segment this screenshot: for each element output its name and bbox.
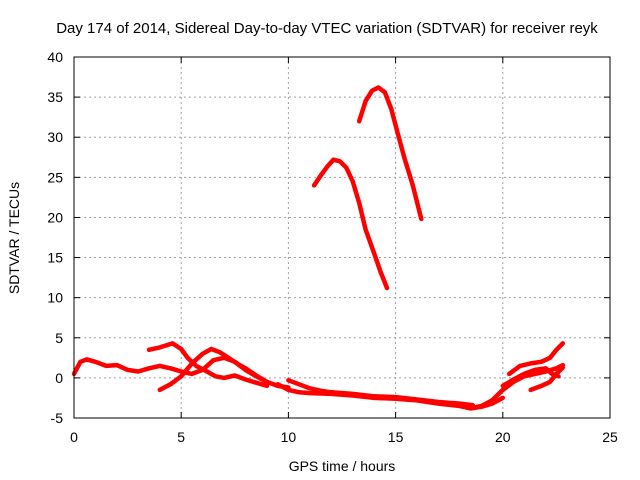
axis-ticks [73, 56, 611, 419]
series-line-arc-2 [146, 341, 270, 389]
series-line-arc-9 [528, 365, 566, 393]
data-series [71, 85, 566, 411]
y-tick-label: 20 [47, 209, 63, 225]
y-tick-label: 30 [47, 129, 63, 145]
y-axis-label: SDTVAR / TECUs [6, 182, 22, 294]
y-tick-label: 25 [47, 169, 63, 185]
x-axis-label: GPS time / hours [289, 458, 396, 474]
y-tick-label: 10 [47, 290, 63, 306]
x-tick-label: 20 [495, 429, 511, 445]
series-line-arc-7 [500, 366, 561, 389]
x-tick-label: 15 [388, 429, 404, 445]
chart-title: Day 174 of 2014, Sidereal Day-to-day VTE… [56, 20, 598, 37]
series-line-arc-10 [311, 157, 390, 291]
y-tick-label: 5 [55, 330, 63, 346]
y-tick-label: 15 [47, 250, 63, 266]
x-tick-labels: 0 5 10 15 20 25 [70, 429, 618, 445]
series-line-arc-8 [506, 341, 566, 377]
y-tick-labels: -5 0 5 10 15 20 25 30 35 40 [47, 49, 63, 426]
y-tick-label: -5 [51, 410, 64, 426]
x-tick-label: 0 [70, 429, 78, 445]
x-tick-label: 10 [281, 429, 297, 445]
y-tick-label: 40 [47, 49, 63, 65]
y-tick-label: 35 [47, 89, 63, 105]
series-line-arc-11 [356, 85, 424, 222]
plot-frame [73, 56, 611, 419]
x-tick-label: 5 [177, 429, 185, 445]
y-tick-label: 0 [55, 370, 63, 386]
series-line-arc-3 [157, 346, 270, 393]
series-line-arc-5 [286, 378, 476, 408]
x-tick-label: 25 [602, 429, 618, 445]
